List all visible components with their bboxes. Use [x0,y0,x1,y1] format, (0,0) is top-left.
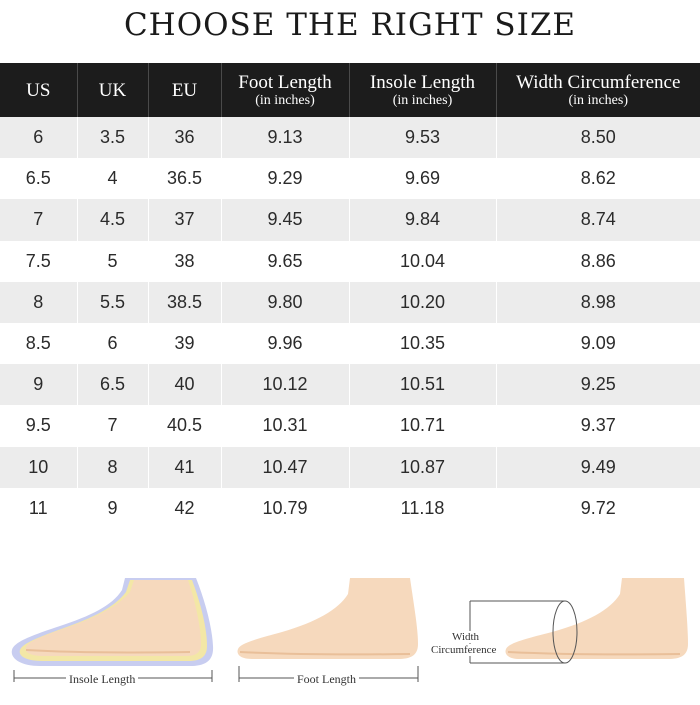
cell-us: 6 [0,117,77,158]
header-label: EU [149,80,221,101]
cell-width-circumference: 8.50 [496,117,700,158]
cell-eu: 36 [148,117,221,158]
cell-width-circumference: 8.74 [496,199,700,240]
table-row: 6.5 4 36.5 9.29 9.69 8.62 [0,158,700,199]
cell-uk: 5 [77,241,148,282]
header-eu: EU [148,63,221,117]
cell-eu: 39 [148,323,221,364]
foot-length-caption: Foot Length [294,672,359,687]
header-width-circumference: Width Circumference (in inches) [496,63,700,117]
header-unit: (in inches) [222,93,349,109]
cell-foot-length: 10.47 [221,447,349,488]
cell-uk: 6.5 [77,364,148,405]
cell-uk: 3.5 [77,117,148,158]
insole-foot-illustration [12,578,213,682]
cell-insole-length: 11.18 [349,488,496,529]
cell-width-circumference: 8.98 [496,282,700,323]
table-row: 8 5.5 38.5 9.80 10.20 8.98 [0,282,700,323]
cell-foot-length: 10.31 [221,405,349,446]
cell-us: 9 [0,364,77,405]
header-foot-length: Foot Length (in inches) [221,63,349,117]
cell-eu: 38.5 [148,282,221,323]
header-uk: UK [77,63,148,117]
cell-insole-length: 10.71 [349,405,496,446]
cell-uk: 8 [77,447,148,488]
cell-uk: 5.5 [77,282,148,323]
cell-width-circumference: 9.49 [496,447,700,488]
header-unit: (in inches) [350,93,496,109]
header-label: Insole Length [350,72,496,93]
cell-eu: 37 [148,199,221,240]
cell-eu: 36.5 [148,158,221,199]
cell-uk: 4 [77,158,148,199]
cell-insole-length: 9.84 [349,199,496,240]
cell-insole-length: 10.51 [349,364,496,405]
cell-width-circumference: 8.86 [496,241,700,282]
cell-us: 6.5 [0,158,77,199]
header-label: Width Circumference [497,72,700,93]
cell-foot-length: 9.29 [221,158,349,199]
cell-eu: 40 [148,364,221,405]
size-chart-table: US UK EU Foot Length (in inches) Insole … [0,63,700,529]
cell-insole-length: 10.35 [349,323,496,364]
table-row: 8.5 6 39 9.96 10.35 9.09 [0,323,700,364]
cell-uk: 7 [77,405,148,446]
page-title: CHOOSE THE RIGHT SIZE [0,0,700,52]
header-us: US [0,63,77,117]
header-insole-length: Insole Length (in inches) [349,63,496,117]
table-row: 7 4.5 37 9.45 9.84 8.74 [0,199,700,240]
cell-us: 10 [0,447,77,488]
cell-width-circumference: 9.37 [496,405,700,446]
cell-insole-length: 9.69 [349,158,496,199]
cell-insole-length: 10.20 [349,282,496,323]
cell-insole-length: 10.04 [349,241,496,282]
cell-us: 11 [0,488,77,529]
cell-us: 9.5 [0,405,77,446]
measurement-illustrations: Insole Length Foot Length Width Circumfe… [0,566,700,700]
cell-eu: 38 [148,241,221,282]
cell-foot-length: 10.79 [221,488,349,529]
cell-foot-length: 9.80 [221,282,349,323]
width-circumference-illustration [470,578,688,663]
table-row: 9.5 7 40.5 10.31 10.71 9.37 [0,405,700,446]
cell-uk: 6 [77,323,148,364]
cell-width-circumference: 9.09 [496,323,700,364]
width-caption-line2: Circumference [428,644,499,656]
table-row: 7.5 5 38 9.65 10.04 8.86 [0,241,700,282]
cell-us: 7 [0,199,77,240]
cell-us: 8 [0,282,77,323]
cell-eu: 42 [148,488,221,529]
table-row: 11 9 42 10.79 11.18 9.72 [0,488,700,529]
table-row: 10 8 41 10.47 10.87 9.49 [0,447,700,488]
cell-foot-length: 9.96 [221,323,349,364]
cell-insole-length: 10.87 [349,447,496,488]
cell-width-circumference: 9.25 [496,364,700,405]
cell-foot-length: 9.65 [221,241,349,282]
cell-width-circumference: 9.72 [496,488,700,529]
cell-width-circumference: 8.62 [496,158,700,199]
cell-foot-length: 9.45 [221,199,349,240]
cell-us: 8.5 [0,323,77,364]
cell-uk: 4.5 [77,199,148,240]
header-label: UK [78,80,148,101]
cell-eu: 41 [148,447,221,488]
table-row: 9 6.5 40 10.12 10.51 9.25 [0,364,700,405]
cell-eu: 40.5 [148,405,221,446]
cell-us: 7.5 [0,241,77,282]
cell-foot-length: 9.13 [221,117,349,158]
width-caption-line1: Width [449,631,482,643]
header-unit: (in inches) [497,93,700,109]
cell-uk: 9 [77,488,148,529]
table-header-row: US UK EU Foot Length (in inches) Insole … [0,63,700,117]
cell-foot-length: 10.12 [221,364,349,405]
table-row: 6 3.5 36 9.13 9.53 8.50 [0,117,700,158]
header-label: US [0,80,77,101]
insole-length-caption: Insole Length [66,672,138,687]
foot-length-illustration [238,578,418,682]
header-label: Foot Length [222,72,349,93]
cell-insole-length: 9.53 [349,117,496,158]
